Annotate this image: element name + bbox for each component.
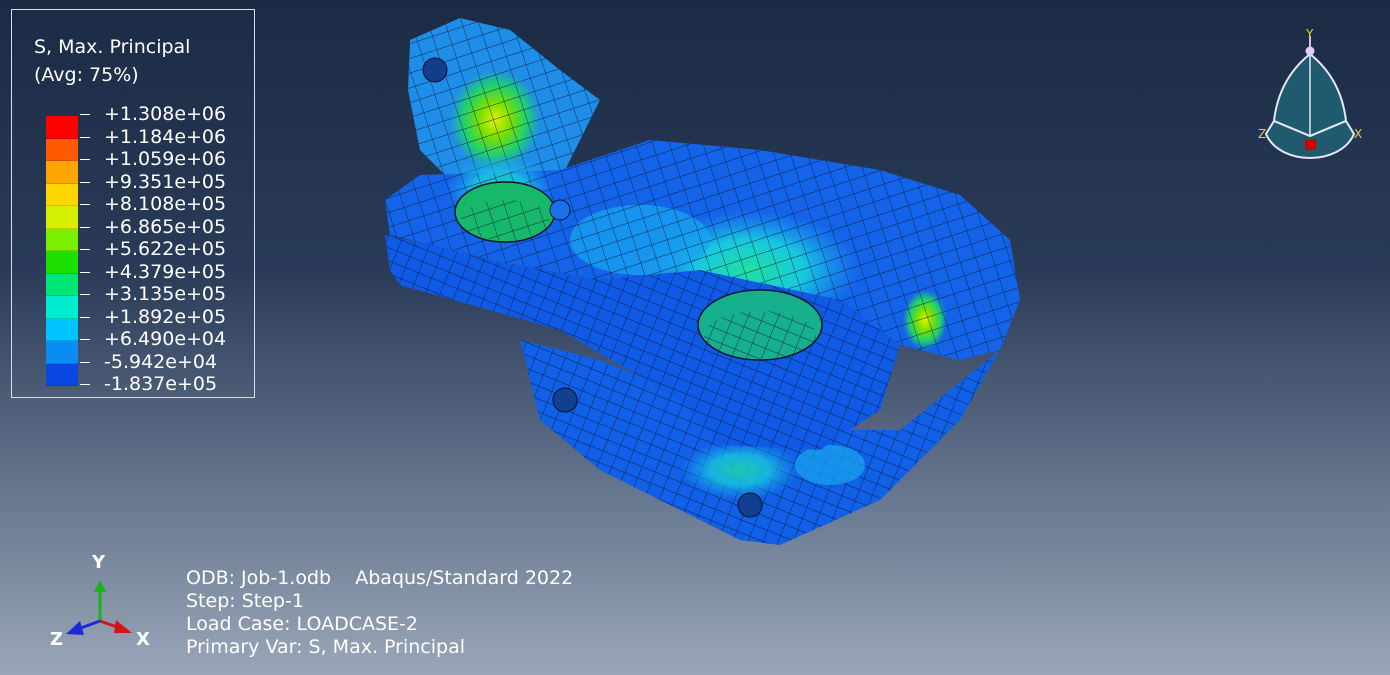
view-cube-x-label: X (1354, 127, 1362, 141)
legend-averaging: (Avg: 75%) (34, 64, 139, 86)
z-axis-arrow-icon (66, 621, 84, 635)
legend-value-label: +8.108e+05 (104, 193, 227, 215)
legend-panel: S, Max. Principal (Avg: 75%) +1.308e+06 +… (11, 9, 255, 398)
legend-title: S, Max. Principal (34, 36, 191, 58)
legend-tick (80, 226, 90, 228)
legend-swatch (46, 251, 78, 274)
legend-tick (80, 114, 90, 115)
legend-tick (80, 384, 90, 385)
legend-tick (80, 249, 90, 250)
y-axis-arrow-icon (94, 580, 106, 592)
legend-tick (80, 181, 90, 183)
info-panel: ODB: Job-1.odb Abaqus/Standard 2022 Step… (186, 567, 573, 659)
load-case-info-line: Load Case: LOADCASE-2 (186, 613, 418, 635)
odb-info-line: ODB: Job-1.odb Abaqus/Standard 2022 (186, 567, 574, 589)
x-axis-arrow-icon (114, 620, 132, 633)
legend-tick (80, 204, 90, 205)
legend-tick (80, 361, 90, 363)
step-info-line: Step: Step-1 (186, 590, 304, 612)
view-cube[interactable]: Y Z X (1250, 26, 1370, 176)
legend-value-label: +5.622e+05 (104, 238, 227, 260)
legend-swatch (46, 296, 78, 319)
legend-value-label: +4.379e+05 (104, 260, 227, 283)
legend-swatch (46, 318, 78, 341)
legend-tick (80, 339, 90, 340)
legend-swatch (46, 206, 78, 229)
view-cube-origin-marker (1305, 139, 1316, 150)
triad-y-label: Y (91, 552, 106, 573)
legend-value-label: +3.135e+05 (104, 283, 227, 305)
legend-tick (80, 271, 90, 273)
model-viewport[interactable] (370, 8, 1030, 558)
legend-tick (80, 159, 90, 160)
legend-color-bar (46, 116, 78, 386)
legend-tick (80, 316, 90, 318)
primary-var-info-line: Primary Var: S, Max. Principal (186, 636, 466, 658)
legend-swatch (46, 183, 78, 206)
legend-value-label: -1.837e+05 (104, 373, 218, 395)
legend-value-label: +6.865e+05 (104, 215, 227, 238)
legend-value-label: +6.490e+04 (104, 328, 227, 350)
legend-swatch (46, 341, 78, 364)
legend-value-label: +1.308e+06 (104, 103, 227, 125)
legend-value-label: +1.892e+05 (104, 305, 227, 328)
legend-swatch (46, 228, 78, 251)
view-cube-z-label: Z (1258, 127, 1266, 141)
triad-z-label: Z (50, 629, 63, 648)
legend-swatch (46, 116, 78, 139)
view-cube-y-label: Y (1305, 27, 1314, 41)
legend-swatch (46, 363, 78, 386)
legend-swatch (46, 138, 78, 161)
legend-swatch (46, 273, 78, 296)
legend-value-label: +1.059e+06 (104, 148, 227, 170)
triad-x-label: X (136, 629, 150, 648)
legend-tick (80, 294, 90, 295)
legend-value-label: +9.351e+05 (104, 170, 227, 193)
legend-value-label: +1.184e+06 (104, 125, 227, 148)
legend-value-label: -5.942e+04 (104, 350, 218, 373)
legend-swatch (46, 161, 78, 184)
legend-tick (80, 136, 90, 138)
axis-triad: Y X Z (50, 552, 150, 648)
